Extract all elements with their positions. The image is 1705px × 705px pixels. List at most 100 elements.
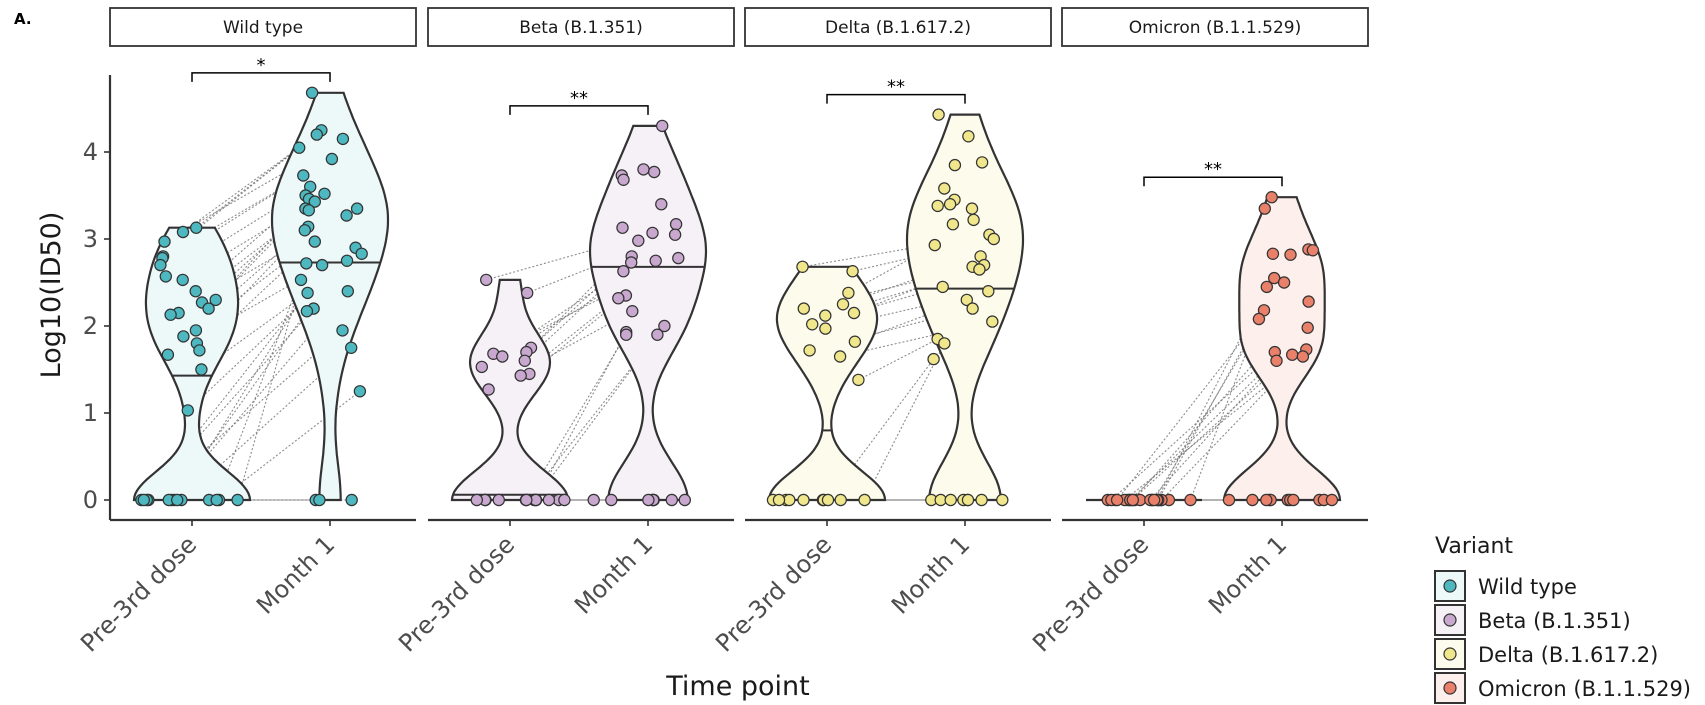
- data-point: [300, 305, 314, 318]
- data-point: [1260, 280, 1274, 294]
- significance-label: **: [570, 88, 588, 109]
- data-point: [514, 369, 527, 382]
- data-point: [948, 158, 962, 172]
- data-point: [803, 344, 816, 357]
- x-tick-label: Month 1: [1203, 530, 1292, 619]
- data-point: [181, 404, 194, 417]
- data-point: [1285, 348, 1299, 361]
- data-point: [842, 286, 855, 300]
- pair-line: [858, 338, 938, 381]
- y-tick-label: 1: [83, 399, 98, 427]
- data-point: [158, 235, 171, 248]
- facet-panel: Beta (B.1.351) ** Pre-3rd dose Month 1: [393, 7, 735, 657]
- data-point: [492, 493, 505, 507]
- significance-label: **: [887, 77, 905, 98]
- legend-key-point: [1443, 647, 1457, 661]
- data-point: [159, 270, 172, 283]
- pair-line: [141, 308, 314, 501]
- data-point: [1287, 493, 1300, 507]
- data-point: [982, 285, 995, 298]
- x-tick-label: Month 1: [251, 530, 340, 619]
- data-point: [612, 292, 625, 305]
- data-point: [986, 315, 999, 328]
- data-point: [1301, 321, 1314, 334]
- data-point: [1110, 493, 1124, 507]
- pair-line: [146, 329, 343, 501]
- significance-bracket: [1143, 176, 1283, 187]
- legend-label: Omicron (B.1.1.529): [1478, 677, 1691, 701]
- data-point: [858, 493, 871, 507]
- significance-bracket: [826, 93, 966, 104]
- data-point: [1258, 202, 1272, 215]
- data-point: [928, 238, 942, 252]
- data-point: [626, 305, 639, 318]
- data-point: [658, 319, 671, 333]
- data-point: [648, 165, 661, 179]
- facet-panel: Omicron (B.1.1.529) ** Pre-3rd dose Month 1: [1027, 7, 1369, 657]
- data-point: [496, 350, 509, 363]
- legend-key-point: [1443, 681, 1457, 695]
- data-point: [293, 141, 306, 154]
- data-point: [542, 493, 556, 507]
- legend: Wild type Beta (B.1.351) Delta (B.1.617.2)…: [1434, 570, 1691, 704]
- data-point: [931, 199, 944, 213]
- data-point: [231, 493, 244, 507]
- x-tick-label: Month 1: [569, 530, 658, 619]
- legend-label: Wild type: [1478, 575, 1577, 599]
- data-point: [310, 128, 323, 141]
- data-point: [987, 232, 1001, 246]
- data-point: [819, 309, 832, 322]
- data-point: [297, 169, 310, 182]
- legend-label: Delta (B.1.617.2): [1478, 643, 1658, 667]
- data-point: [1302, 295, 1315, 308]
- x-tick-label: Pre-3rd dose: [1027, 530, 1154, 657]
- data-point: [797, 493, 810, 507]
- y-tick-label: 0: [83, 486, 98, 514]
- data-point: [189, 221, 203, 234]
- data-point: [975, 493, 988, 507]
- pair-line: [864, 343, 945, 501]
- data-point: [521, 286, 534, 300]
- facet-panel: Wild type * Pre-3rd dose Month 1: [75, 7, 417, 657]
- data-point: [944, 493, 957, 507]
- data-point: [154, 258, 167, 272]
- data-point: [308, 235, 321, 248]
- data-point: [821, 493, 835, 507]
- data-point: [966, 302, 979, 315]
- data-point: [1246, 493, 1259, 507]
- legend-key-point: [1443, 579, 1457, 593]
- data-point: [355, 247, 368, 260]
- data-point: [305, 86, 319, 100]
- data-point: [1260, 493, 1273, 507]
- data-point: [617, 265, 630, 278]
- data-point: [961, 493, 975, 507]
- data-point: [996, 493, 1009, 507]
- violin-shape: [1222, 196, 1342, 502]
- pair-line: [530, 240, 639, 349]
- data-point: [932, 108, 945, 121]
- data-point: [301, 286, 314, 300]
- data-point: [936, 280, 949, 294]
- y-tick-label: 2: [83, 312, 98, 340]
- y-axis-title: Log10(ID50): [36, 212, 67, 379]
- data-point: [176, 273, 189, 287]
- data-point: [975, 156, 989, 169]
- data-point: [617, 173, 630, 186]
- data-point: [1266, 247, 1280, 260]
- data-point: [967, 213, 980, 227]
- data-point: [341, 285, 354, 298]
- pair-line: [1111, 351, 1276, 501]
- significance-label: **: [1204, 159, 1222, 180]
- data-point: [558, 493, 571, 507]
- data-point: [170, 493, 184, 507]
- data-point: [209, 293, 222, 307]
- data-point: [836, 298, 850, 311]
- x-axis-title: Time point: [665, 671, 810, 702]
- legend-title: Variant: [1435, 534, 1513, 559]
- data-point: [302, 204, 315, 217]
- data-point: [655, 197, 668, 211]
- violin-shape: [132, 226, 252, 502]
- data-point: [848, 335, 862, 348]
- data-point: [294, 273, 308, 287]
